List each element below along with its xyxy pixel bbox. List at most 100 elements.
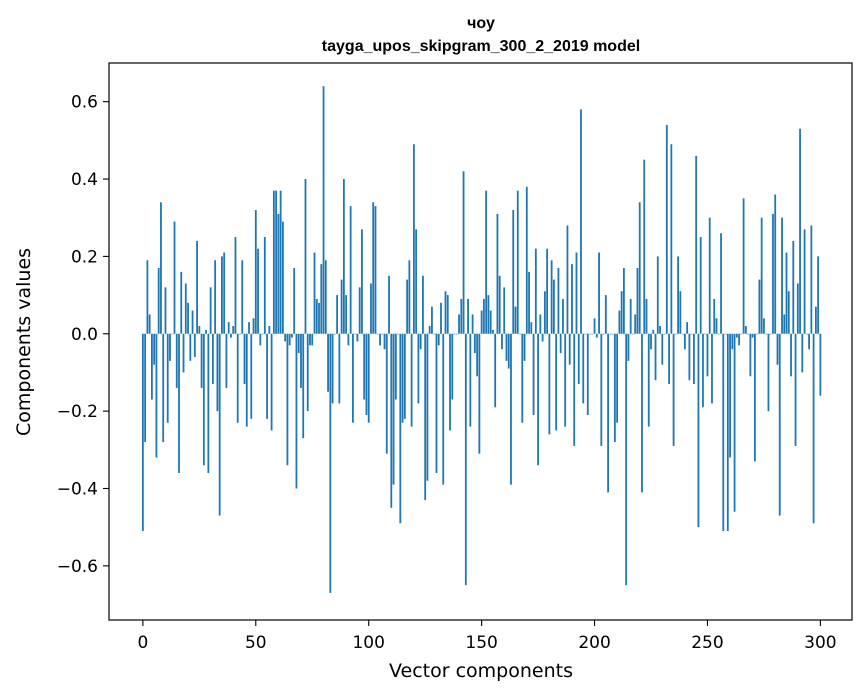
bar-51 [257, 248, 259, 334]
bar-70 [300, 333, 302, 388]
bar-61 [279, 190, 282, 334]
bar-48 [250, 333, 253, 419]
bar-3 [148, 314, 151, 334]
bar-86 [336, 295, 338, 334]
bar-63 [284, 333, 287, 342]
bar-250 [706, 333, 709, 377]
y-axis-ticks: −0.6 −0.4 −0.2 0.0 0.2 0.4 0.6 [57, 93, 109, 577]
bar-94 [354, 333, 357, 335]
bar-287 [790, 333, 792, 377]
bar-119 [410, 333, 413, 427]
bar-102 [372, 202, 375, 334]
bar-203 [600, 333, 603, 446]
bar-216 [629, 298, 632, 334]
bar-6 [155, 333, 158, 458]
chart-subtitle: tayga_upos_skipgram_300_2_2019 model [322, 38, 640, 55]
bar-293 [803, 229, 806, 334]
bar-172 [530, 322, 533, 334]
bar-88 [340, 279, 343, 334]
bar-228 [656, 256, 659, 334]
bar-169 [523, 333, 526, 361]
bar-143 [464, 333, 467, 586]
x-tick-label: 100 [352, 633, 384, 653]
bar-274 [760, 217, 763, 334]
bar-55 [266, 333, 268, 419]
bar-5 [153, 333, 156, 365]
bar-238 [679, 291, 682, 334]
bar-8 [160, 202, 162, 334]
bar-182 [552, 279, 555, 334]
x-tick-label: 0 [137, 633, 148, 653]
bar-133 [442, 333, 445, 485]
bar-158 [498, 275, 501, 334]
bar-299 [817, 256, 820, 334]
bar-118 [408, 260, 411, 334]
bar-176 [539, 314, 542, 334]
bar-97 [361, 229, 363, 334]
bar-121 [415, 229, 418, 334]
bar-155 [492, 329, 494, 334]
bar-227 [654, 333, 657, 381]
bar-171 [528, 271, 530, 334]
bar-170 [525, 186, 528, 334]
bar-273 [758, 279, 761, 334]
bar-56 [268, 326, 271, 334]
bar-233 [668, 333, 670, 385]
bar-series [141, 86, 822, 593]
bar-279 [772, 213, 774, 334]
bar-218 [634, 314, 637, 334]
bar-153 [487, 295, 490, 334]
bar-137 [451, 333, 454, 400]
y-tick-label: 0.2 [71, 247, 98, 267]
bar-291 [799, 128, 801, 334]
bar-295 [808, 333, 810, 350]
bar-254 [715, 318, 718, 334]
bar-298 [814, 306, 817, 334]
bar-132 [440, 302, 442, 334]
bar-69 [297, 333, 300, 354]
bar-12 [169, 333, 171, 361]
bar-96 [358, 287, 361, 334]
bar-54 [263, 237, 266, 334]
bar-76 [313, 252, 316, 334]
bar-64 [286, 333, 289, 466]
bar-131 [437, 333, 440, 346]
bar-20 [187, 302, 189, 334]
bar-53 [261, 333, 264, 335]
bar-165 [514, 306, 517, 334]
bar-258 [724, 333, 727, 335]
bar-34 [218, 333, 221, 516]
bar-35 [221, 256, 223, 334]
bar-30 [209, 287, 212, 334]
bar-292 [801, 333, 804, 373]
bar-123 [419, 333, 422, 350]
y-tick-label: 0.0 [71, 325, 98, 345]
bar-249 [704, 333, 707, 335]
bar-194 [580, 109, 582, 334]
bar-74 [309, 333, 311, 346]
bar-229 [659, 326, 661, 334]
bar-212 [620, 291, 623, 334]
bar-129 [433, 333, 436, 335]
bar-247 [699, 237, 702, 334]
bar-147 [473, 333, 476, 354]
bar-11 [166, 333, 169, 423]
x-tick-label: 200 [578, 633, 610, 653]
bar-27 [202, 333, 205, 466]
bar-120 [412, 144, 415, 334]
bar-206 [607, 333, 609, 493]
bar-161 [505, 333, 508, 361]
bar-269 [749, 333, 752, 377]
y-axis-label: Components values [13, 248, 35, 436]
bar-199 [591, 333, 594, 335]
bar-38 [227, 322, 230, 334]
bar-82 [327, 333, 329, 392]
bar-270 [751, 333, 754, 338]
y-tick-label: 0.6 [71, 93, 98, 113]
y-tick-label: −0.4 [57, 479, 98, 499]
bar-196 [584, 333, 587, 335]
bar-127 [428, 326, 431, 334]
bar-122 [417, 333, 420, 404]
bar-138 [453, 333, 456, 335]
